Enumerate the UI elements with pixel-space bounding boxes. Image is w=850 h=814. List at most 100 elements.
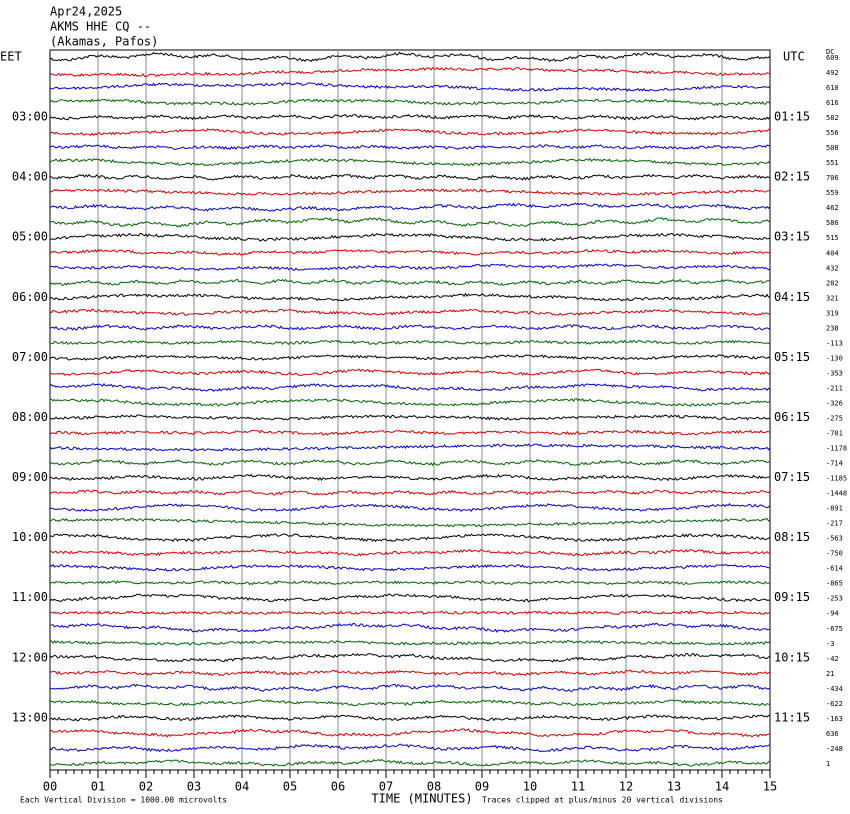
location: (Akamas, Pafos) (50, 35, 158, 49)
left-time-label: 12:00 (12, 650, 48, 664)
trace (49, 533, 771, 543)
offset-label: -750 (826, 550, 843, 558)
offset-label: 404 (826, 249, 839, 257)
trace (49, 232, 771, 242)
x-tick-label: 07 (379, 780, 393, 794)
left-time-label: 04:00 (12, 170, 48, 184)
x-tick-label: 11 (571, 780, 585, 794)
left-time-label: 10:00 (12, 530, 48, 544)
trace (49, 683, 771, 693)
trace (49, 263, 771, 272)
x-tick-label: 02 (139, 780, 153, 794)
offset-label: 321 (826, 294, 839, 302)
offset-label: -163 (826, 715, 843, 723)
trace (49, 173, 770, 181)
offset-label: 586 (826, 219, 839, 227)
trace (49, 217, 771, 228)
x-tick-label: 03 (187, 780, 201, 794)
offset-label: 556 (826, 129, 839, 137)
offset-label: -1448 (826, 490, 847, 498)
offset-label: -701 (826, 430, 843, 438)
right-time-label: 09:15 (774, 590, 810, 604)
trace (49, 458, 771, 467)
offset-label: -714 (826, 460, 843, 468)
left-time-label: 11:00 (12, 590, 48, 604)
trace (49, 580, 771, 586)
offset-label: -622 (826, 700, 843, 708)
trace (49, 113, 771, 121)
offset-label: 515 (826, 234, 839, 242)
trace (49, 473, 771, 482)
trace (49, 398, 771, 407)
trace (49, 278, 771, 286)
trace (49, 144, 771, 151)
left-time-label: 03:00 (12, 110, 48, 124)
trace (49, 98, 771, 107)
offset-label: -1185 (826, 475, 847, 483)
offset-label: 609 (826, 54, 839, 62)
trace (49, 622, 771, 633)
trace (49, 699, 771, 707)
trace (49, 339, 771, 346)
trace (49, 758, 771, 767)
trace (49, 188, 771, 196)
offset-label: -675 (826, 625, 843, 633)
offset-label: -1178 (826, 445, 847, 453)
trace (49, 354, 771, 361)
trace (49, 610, 771, 616)
trace (49, 517, 771, 528)
offset-label: 282 (826, 279, 839, 287)
x-tick-label: 01 (91, 780, 105, 794)
x-tick-label: 00 (43, 780, 57, 794)
x-tick-label: 14 (715, 780, 729, 794)
trace (49, 248, 771, 256)
trace (49, 157, 771, 167)
right-time-label: 01:15 (774, 110, 810, 124)
trace (49, 66, 771, 78)
trace (49, 292, 771, 302)
offset-label: 582 (826, 114, 839, 122)
right-time-label: 04:15 (774, 290, 810, 304)
plot-frame (49, 49, 771, 771)
trace (49, 652, 771, 663)
trace (49, 382, 771, 393)
left-time-label: 08:00 (12, 410, 48, 424)
trace (49, 639, 771, 646)
offset-label: 508 (826, 144, 839, 152)
trace (49, 414, 771, 421)
right-time-label: 08:15 (774, 530, 810, 544)
offset-label: 319 (826, 309, 839, 317)
x-tick-label: 08 (427, 780, 441, 794)
left-time-label: 06:00 (12, 290, 48, 304)
offset-label: 706 (826, 174, 839, 182)
left-axis-title: EET (0, 50, 22, 64)
offset-label: -248 (826, 745, 843, 753)
offset-label: -94 (826, 610, 839, 618)
trace (49, 669, 771, 677)
offset-label: -217 (826, 520, 843, 528)
right-axis-title: UTC (783, 50, 805, 64)
offset-label: -130 (826, 354, 843, 362)
offset-label: 1 (826, 760, 830, 768)
trace (49, 202, 771, 212)
right-time-label: 06:15 (774, 410, 810, 424)
offset-label: 492 (826, 69, 839, 77)
trace (49, 443, 771, 452)
clip-note: Traces clipped at plus/minus 20 vertical… (482, 796, 723, 805)
x-axis-title: TIME (MINUTES) (371, 792, 472, 806)
x-tick-label: 06 (331, 780, 345, 794)
x-tick-label: 13 (667, 780, 681, 794)
offset-label: 238 (826, 324, 839, 332)
x-tick-label: 12 (619, 780, 633, 794)
offset-label: -211 (826, 384, 843, 392)
offset-label: 616 (826, 99, 839, 107)
trace (49, 82, 771, 92)
offset-label: -326 (826, 399, 843, 407)
trace (49, 324, 771, 331)
x-tick-label: 05 (283, 780, 297, 794)
trace (49, 128, 771, 136)
left-time-label: 13:00 (12, 710, 48, 724)
right-time-label: 10:15 (774, 650, 810, 664)
trace (49, 728, 771, 738)
